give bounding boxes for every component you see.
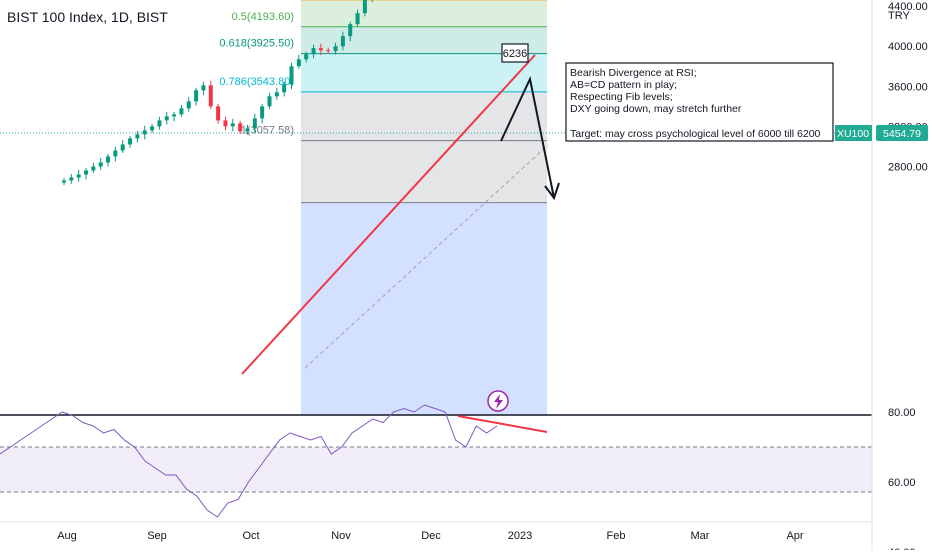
fib-band xyxy=(301,202,547,415)
annotation-box[interactable] xyxy=(565,62,834,142)
currency-label: TRY xyxy=(888,10,910,22)
candle-body xyxy=(223,120,228,127)
rsi-tick-label: 80.00 xyxy=(888,407,916,419)
annotation-line-1: Bearish Divergence at RSI; xyxy=(570,67,697,79)
time-tick-label: Dec xyxy=(421,530,441,542)
rsi-line xyxy=(0,404,498,518)
candle-body xyxy=(245,128,250,132)
time-tick-label: Nov xyxy=(331,530,351,542)
rsi-band xyxy=(0,447,872,492)
candle-body xyxy=(289,66,294,85)
candle-body xyxy=(194,90,199,102)
candle-body xyxy=(333,46,338,52)
candle-body xyxy=(142,130,147,135)
chart-title: BIST 100 Index, 1D, BIST xyxy=(7,9,168,25)
candle-body xyxy=(362,0,367,14)
candle-body xyxy=(318,48,323,51)
target-label-box[interactable] xyxy=(501,43,529,63)
price-tick-label: 4400.00 xyxy=(888,1,928,13)
candle-body xyxy=(267,96,272,107)
fib-band xyxy=(301,0,547,27)
trendline-dashed[interactable] xyxy=(304,144,549,369)
price-tick-label: 2800.00 xyxy=(888,162,928,174)
fib-label: 0.5(4193.60) xyxy=(232,11,294,23)
candle-body xyxy=(186,101,191,109)
projection-path[interactable] xyxy=(500,75,555,199)
time-tick-label: 2023 xyxy=(508,530,532,542)
candle-body xyxy=(260,106,265,119)
symbol-badge-label: XU100 xyxy=(837,128,869,140)
fib-label: 0.786(3543.80) xyxy=(219,76,294,88)
candle-body xyxy=(216,106,221,121)
symbol-badge xyxy=(835,125,872,141)
candle-body xyxy=(120,144,125,151)
candle-body xyxy=(311,48,316,55)
price-axis-ticks: 6400.006000.005600.005200.004800.004400.… xyxy=(888,1,928,174)
candle-body xyxy=(252,118,257,129)
candle-body xyxy=(76,174,81,178)
annotation-line-6: Target: may cross psychological level of… xyxy=(570,128,821,140)
fib-retracement-lines xyxy=(301,0,547,204)
fib-retracement-bands xyxy=(301,0,547,415)
candlestick-series xyxy=(62,0,373,186)
time-tick-label: Sep xyxy=(147,530,167,542)
candle-body xyxy=(355,13,360,25)
annotation-line-2: AB=CD pattern in play; xyxy=(570,79,677,91)
candle-body xyxy=(304,54,309,60)
price-tick-label: 3600.00 xyxy=(888,81,928,93)
target-label: 6236 xyxy=(503,48,527,60)
candle-body xyxy=(238,123,243,132)
time-tick-label: Aug xyxy=(57,530,77,542)
candle-body xyxy=(62,180,66,183)
time-tick-label: Oct xyxy=(242,530,259,542)
rsi-divergence-line[interactable] xyxy=(457,415,548,433)
fib-label: 0.618(3925.50) xyxy=(219,38,294,50)
candle-body xyxy=(326,50,331,52)
candle-body xyxy=(282,84,287,93)
candle-body xyxy=(106,156,111,163)
time-axis-labels: Aug Sep Oct Nov Dec 2023 Feb Mar Apr xyxy=(57,530,804,542)
price-tick-label: 4000.00 xyxy=(888,41,928,53)
candle-body xyxy=(150,126,155,131)
candle-body xyxy=(91,166,96,171)
candle-body xyxy=(296,59,301,67)
candle-body xyxy=(340,36,345,47)
candle-body xyxy=(135,134,140,139)
lightning-icon xyxy=(494,394,503,409)
last-price-label: 5454.79 xyxy=(883,128,921,140)
candle-body xyxy=(164,116,169,121)
trendline-upper[interactable] xyxy=(241,54,536,375)
candle-body xyxy=(201,85,206,91)
annotation-line-4: DXY going down, may stretch further xyxy=(570,103,742,115)
projection-arrowhead xyxy=(544,182,560,201)
fib-retracement-labels: 0(5329.62)0.236(4793.42)0.382(4461.70)0.… xyxy=(219,11,294,137)
candle-body xyxy=(113,150,118,157)
fib-band xyxy=(301,140,547,203)
candle-body xyxy=(208,85,213,107)
candle-body xyxy=(98,162,103,167)
annotation-line-3: Respecting Fib levels; xyxy=(570,91,673,103)
candle-body xyxy=(179,108,184,115)
candle-body xyxy=(157,120,162,127)
time-tick-label: Mar xyxy=(691,530,710,542)
candle-body xyxy=(69,177,74,181)
candle-body xyxy=(84,170,89,175)
last-price-badge xyxy=(876,125,928,141)
candle-body xyxy=(348,24,353,37)
rsi-tick-label: 60.00 xyxy=(888,477,916,489)
time-tick-label: Apr xyxy=(786,530,803,542)
candle-body xyxy=(274,92,279,97)
candle-body xyxy=(172,114,177,117)
candle-body xyxy=(230,123,235,127)
candle-body xyxy=(128,138,133,145)
time-tick-label: Feb xyxy=(607,530,626,542)
